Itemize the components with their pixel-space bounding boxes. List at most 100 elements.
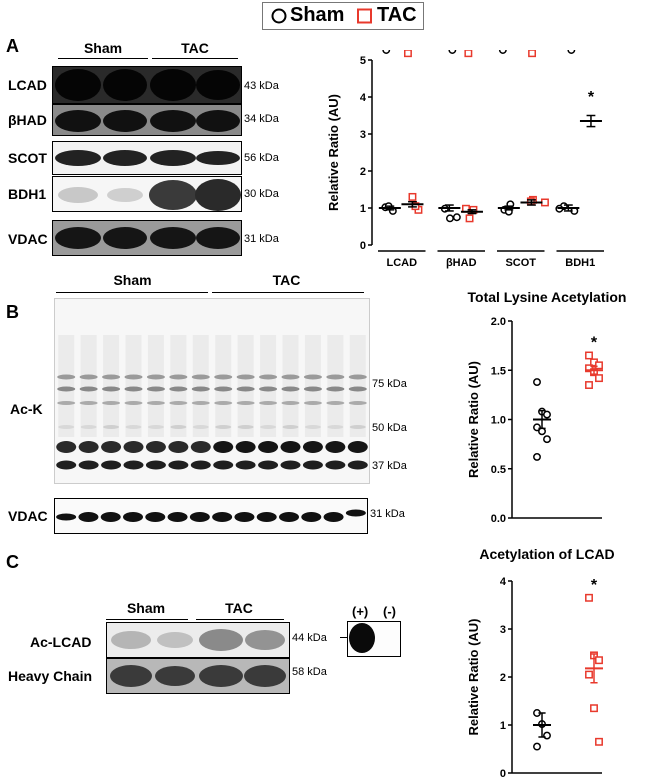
vdac-b-band (279, 512, 299, 522)
panel-b-letter: B (6, 302, 19, 322)
marker-37kda: 37 kDa (372, 460, 407, 472)
kda-vdac-b: 31 kDa (370, 508, 405, 520)
kda-heavy-chain: 58 kDa (292, 666, 327, 678)
significance-marker: * (591, 577, 598, 594)
legend-tac-label: TAC (377, 4, 417, 26)
tac-point (465, 214, 474, 223)
ac-k-band (190, 441, 211, 453)
y-tick-label: 3 (500, 624, 506, 636)
blot-lcad (52, 66, 242, 104)
panel-b-sham-label: Sham (113, 272, 152, 288)
chart-b: Total Lysine Acetylation 0.0 0.5 1.0 1.5 2.0 R… (466, 289, 627, 525)
blot-label-vdac-b: VDAC (8, 508, 48, 524)
ac-k-band (260, 425, 277, 429)
ac-k-band (235, 460, 256, 470)
chart-a: 0 1 2 3 4 5 Relative Ratio (AU) LCAD βHAD SCOT BDH… (326, 50, 604, 269)
kda-vdac-a: 31 kDa (244, 233, 279, 245)
tac-point (541, 198, 549, 207)
tac-point (595, 737, 603, 746)
vdac-b-band (323, 512, 344, 522)
blot-label-bdh1: BDH1 (8, 186, 47, 202)
y-tick-label: 0.5 (491, 464, 506, 476)
sham-legend-circle-icon (271, 8, 287, 24)
ac-k-band (101, 460, 122, 470)
ac-k-band (258, 441, 279, 453)
blot-scot (52, 141, 242, 175)
ac-k-band (57, 374, 76, 380)
blot-label-heavy-chain: Heavy Chain (8, 668, 93, 684)
ac-k-band (191, 386, 210, 392)
y-tick-label: 0 (500, 768, 506, 780)
ac-k-band (347, 441, 368, 453)
ac-k-band (146, 386, 165, 392)
ac-k-band (123, 460, 144, 470)
sham-point (533, 742, 541, 751)
ac-k-band (79, 374, 98, 380)
category-label: SCOT (505, 257, 536, 269)
ac-k-smear (170, 335, 187, 437)
category-label: BDH1 (565, 257, 595, 269)
y-tick-label: 1.0 (491, 415, 506, 427)
sham-point (448, 50, 457, 54)
y-tick-label: 1 (500, 720, 506, 732)
vdac-b-band (100, 512, 121, 522)
ac-k-band (215, 425, 232, 429)
tac-point (595, 361, 603, 370)
panel-a-sham-underline (58, 58, 148, 59)
panel-b-tac-underline (212, 292, 364, 293)
blot-controls (347, 621, 401, 657)
control-positive-label: (+) (352, 604, 369, 619)
ac-k-band (168, 460, 189, 470)
ac-k-band (78, 441, 99, 453)
ac-k-band (124, 401, 143, 405)
panel-c-sham-underline (106, 619, 188, 620)
panel-a-letter: A (6, 36, 19, 56)
ac-k-smear (215, 335, 232, 437)
ac-k-band (146, 374, 165, 380)
vdac-b-band (123, 512, 143, 522)
ac-k-smear (349, 335, 366, 437)
kda-lcad: 43 kDa (244, 80, 279, 92)
ac-k-smear (327, 335, 344, 437)
ac-k-band (302, 460, 323, 470)
blot-label-ac-lcad: Ac-LCAD (30, 634, 92, 650)
ac-k-band (124, 374, 143, 380)
blot-bhad (52, 104, 242, 136)
panel-b-sham-underline (56, 292, 208, 293)
tac-point (464, 50, 473, 58)
sham-point (543, 731, 551, 740)
significance-marker: * (588, 89, 595, 106)
tac-point (404, 50, 412, 58)
sham-point (533, 452, 541, 461)
ac-k-band (102, 386, 121, 392)
y-axis-label: Relative Ratio (AU) (466, 361, 481, 478)
significance-marker: * (591, 334, 598, 351)
tac-point (585, 351, 593, 360)
blot-label-bhad: βHAD (8, 112, 47, 128)
ac-k-band (123, 441, 144, 453)
ac-k-smear (237, 335, 254, 437)
ac-k-band (259, 386, 278, 392)
ac-k-band (169, 386, 188, 392)
y-tick-label: 3 (360, 129, 366, 141)
ac-k-band (303, 401, 322, 405)
ac-k-band (280, 441, 301, 453)
vdac-b-band (189, 512, 210, 522)
ac-k-smear (80, 335, 97, 437)
ac-k-band (236, 401, 255, 405)
ac-k-band (348, 374, 367, 380)
tac-point (408, 192, 417, 201)
tac-point (585, 381, 593, 389)
marker-75kda: 75 kDa (372, 378, 407, 390)
vdac-b-band (56, 513, 77, 521)
ac-k-band (168, 441, 189, 453)
tac-legend-square-icon (357, 8, 372, 24)
y-tick-label: 2.0 (491, 316, 506, 328)
ac-k-smear (58, 335, 75, 437)
chart-title: Total Lysine Acetylation (468, 289, 627, 305)
blot-ac-lcad (106, 622, 290, 658)
ac-k-band (191, 374, 210, 380)
ac-k-band (57, 386, 76, 392)
blot-vdac-a (52, 220, 242, 256)
ac-k-band (347, 460, 368, 470)
